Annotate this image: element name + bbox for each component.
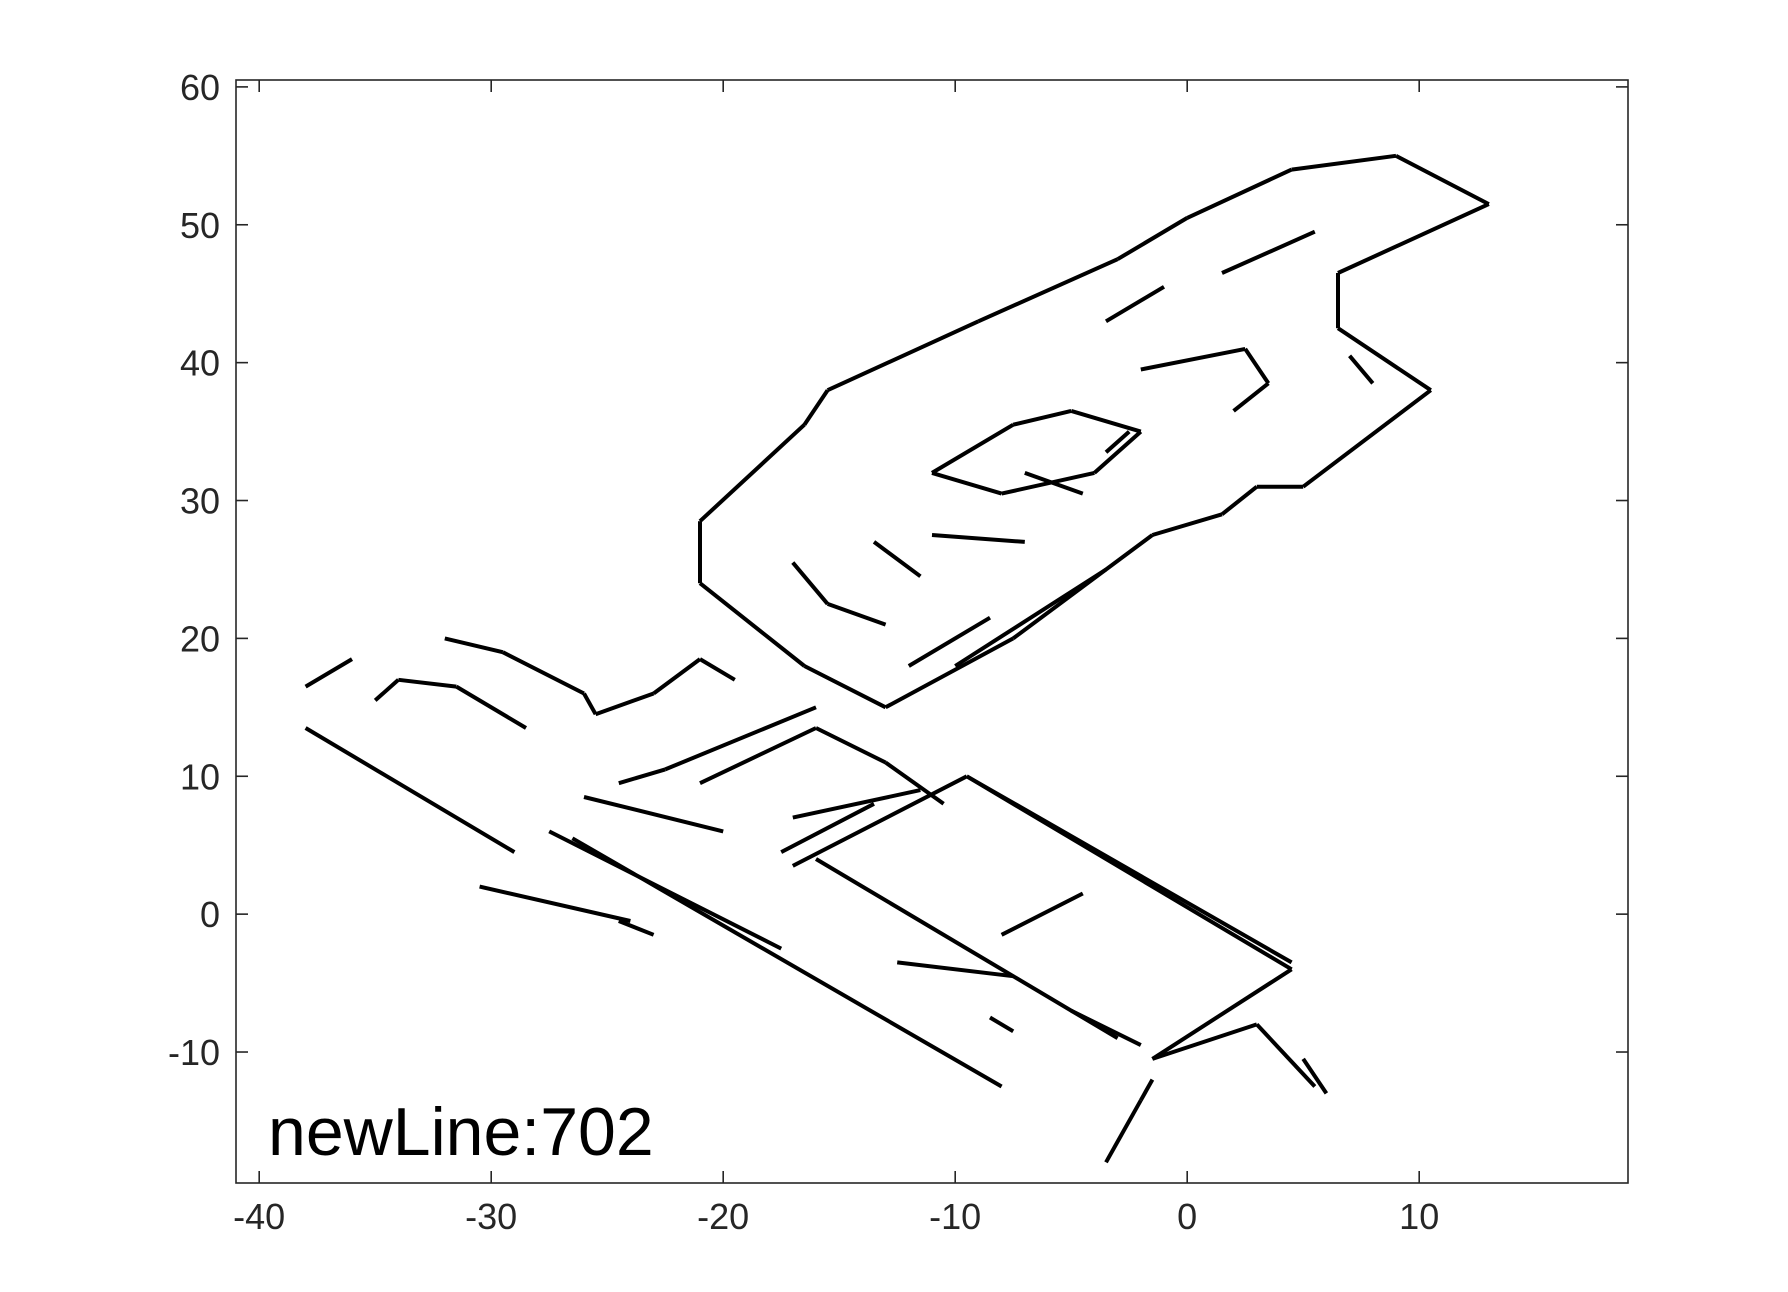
- line-segment-57: [1093, 430, 1143, 475]
- line-segment-20: [884, 760, 945, 806]
- line-segment-69: [954, 567, 1108, 668]
- y-tick-label: 10: [180, 756, 220, 797]
- line-segment-11: [582, 692, 598, 716]
- line-segment-65: [1140, 346, 1246, 372]
- line-segment-52: [698, 423, 806, 523]
- line-segment-27: [1255, 1023, 1317, 1088]
- line-segment-46: [1291, 153, 1397, 172]
- line-segment-0: [304, 726, 516, 854]
- y-axis-ticks: -10 0 10 20 30 40 50 60: [168, 67, 1628, 1073]
- line-segment-64: [1024, 471, 1084, 496]
- line-segment-6: [373, 678, 400, 702]
- line-segment-2: [571, 836, 1003, 1089]
- line-segment-17: [664, 705, 817, 772]
- line-segment-70: [907, 615, 992, 668]
- line-segment-7: [398, 677, 457, 689]
- line-segment-71: [1104, 285, 1166, 324]
- line-segment-13: [652, 657, 702, 696]
- line-segment-75: [988, 1015, 1015, 1034]
- line-segment-54: [930, 422, 1015, 475]
- line-segment-44: [1337, 202, 1490, 275]
- line-segment-21: [792, 788, 921, 820]
- y-tick-label: -10: [168, 1032, 220, 1073]
- line-segment-76: [1301, 1057, 1329, 1095]
- x-tick-label: -40: [233, 1196, 285, 1237]
- line-segment-55: [1012, 408, 1072, 427]
- line-segment-19: [815, 726, 887, 765]
- line-segment-41: [1301, 388, 1433, 489]
- line-segment-63: [872, 540, 922, 578]
- annotation-label: newLine:702: [268, 1094, 654, 1170]
- y-tick-label: 0: [200, 894, 220, 935]
- line-segment-22: [780, 802, 875, 854]
- line-segment-73: [1104, 430, 1131, 454]
- line-segment-68: [1348, 354, 1375, 385]
- line-segment-42: [1336, 326, 1432, 392]
- line-segment-16: [618, 767, 666, 786]
- line-segment-15: [583, 795, 724, 834]
- line-segment-45: [1395, 154, 1490, 206]
- line-segment-3: [479, 884, 631, 923]
- line-segment-33: [1000, 891, 1084, 937]
- line-segment-5: [304, 657, 354, 689]
- line-segment-29: [1139, 1078, 1155, 1102]
- line-segment-8: [455, 684, 528, 730]
- line-segment-56: [1070, 408, 1142, 434]
- x-tick-label: -20: [697, 1196, 749, 1237]
- y-tick-label: 20: [180, 618, 220, 659]
- y-tick-label: 40: [180, 343, 220, 384]
- y-tick-label: 30: [180, 481, 220, 522]
- line-segment-9: [444, 636, 504, 655]
- line-segment-48: [1116, 216, 1189, 261]
- line-segment-61: [826, 602, 887, 627]
- y-tick-label: 60: [180, 67, 220, 108]
- plot-area: [304, 153, 1490, 1164]
- line-segment-36: [884, 636, 1015, 710]
- line-segment-12: [594, 691, 655, 717]
- line-segment-28: [1104, 1099, 1143, 1164]
- line-segment-31: [814, 857, 1119, 1040]
- line-segment-34: [698, 581, 806, 668]
- line-segment-47: [1186, 167, 1293, 220]
- x-tick-label: 0: [1177, 1196, 1197, 1237]
- line-segment-74: [1070, 1008, 1142, 1047]
- line-segment-26: [1151, 1022, 1258, 1061]
- axes-box: [235, 79, 1629, 1184]
- line-segment-14: [698, 657, 736, 682]
- line-segment-59: [931, 470, 1003, 496]
- x-tick-label: -30: [465, 1196, 517, 1237]
- line-segment-30: [965, 774, 1293, 965]
- x-axis-ticks: -40 -30 -20 -10 0 10: [233, 80, 1439, 1237]
- line-segment-62: [931, 533, 1025, 544]
- line-segment-25: [1151, 967, 1293, 1061]
- line-segment-18: [699, 726, 817, 786]
- line-segment-4: [618, 919, 655, 937]
- x-tick-label: -10: [929, 1196, 981, 1237]
- line-segment-38: [1151, 512, 1223, 537]
- line-segment-51: [802, 389, 830, 426]
- y-tick-label: 50: [180, 205, 220, 246]
- line-segment-49: [977, 257, 1119, 324]
- line-segment-10: [501, 650, 585, 696]
- line-segment-32: [896, 960, 1014, 979]
- line-segment-23: [791, 774, 968, 868]
- line-segment-72: [1221, 229, 1316, 275]
- line-segment-67: [1232, 381, 1270, 413]
- line-segment-50: [826, 319, 980, 393]
- line-segment-39: [1220, 485, 1259, 516]
- line-segment-60: [791, 561, 830, 606]
- line-segment-35: [803, 664, 887, 710]
- line-segment-66: [1243, 347, 1271, 385]
- x-tick-label: 10: [1399, 1196, 1439, 1237]
